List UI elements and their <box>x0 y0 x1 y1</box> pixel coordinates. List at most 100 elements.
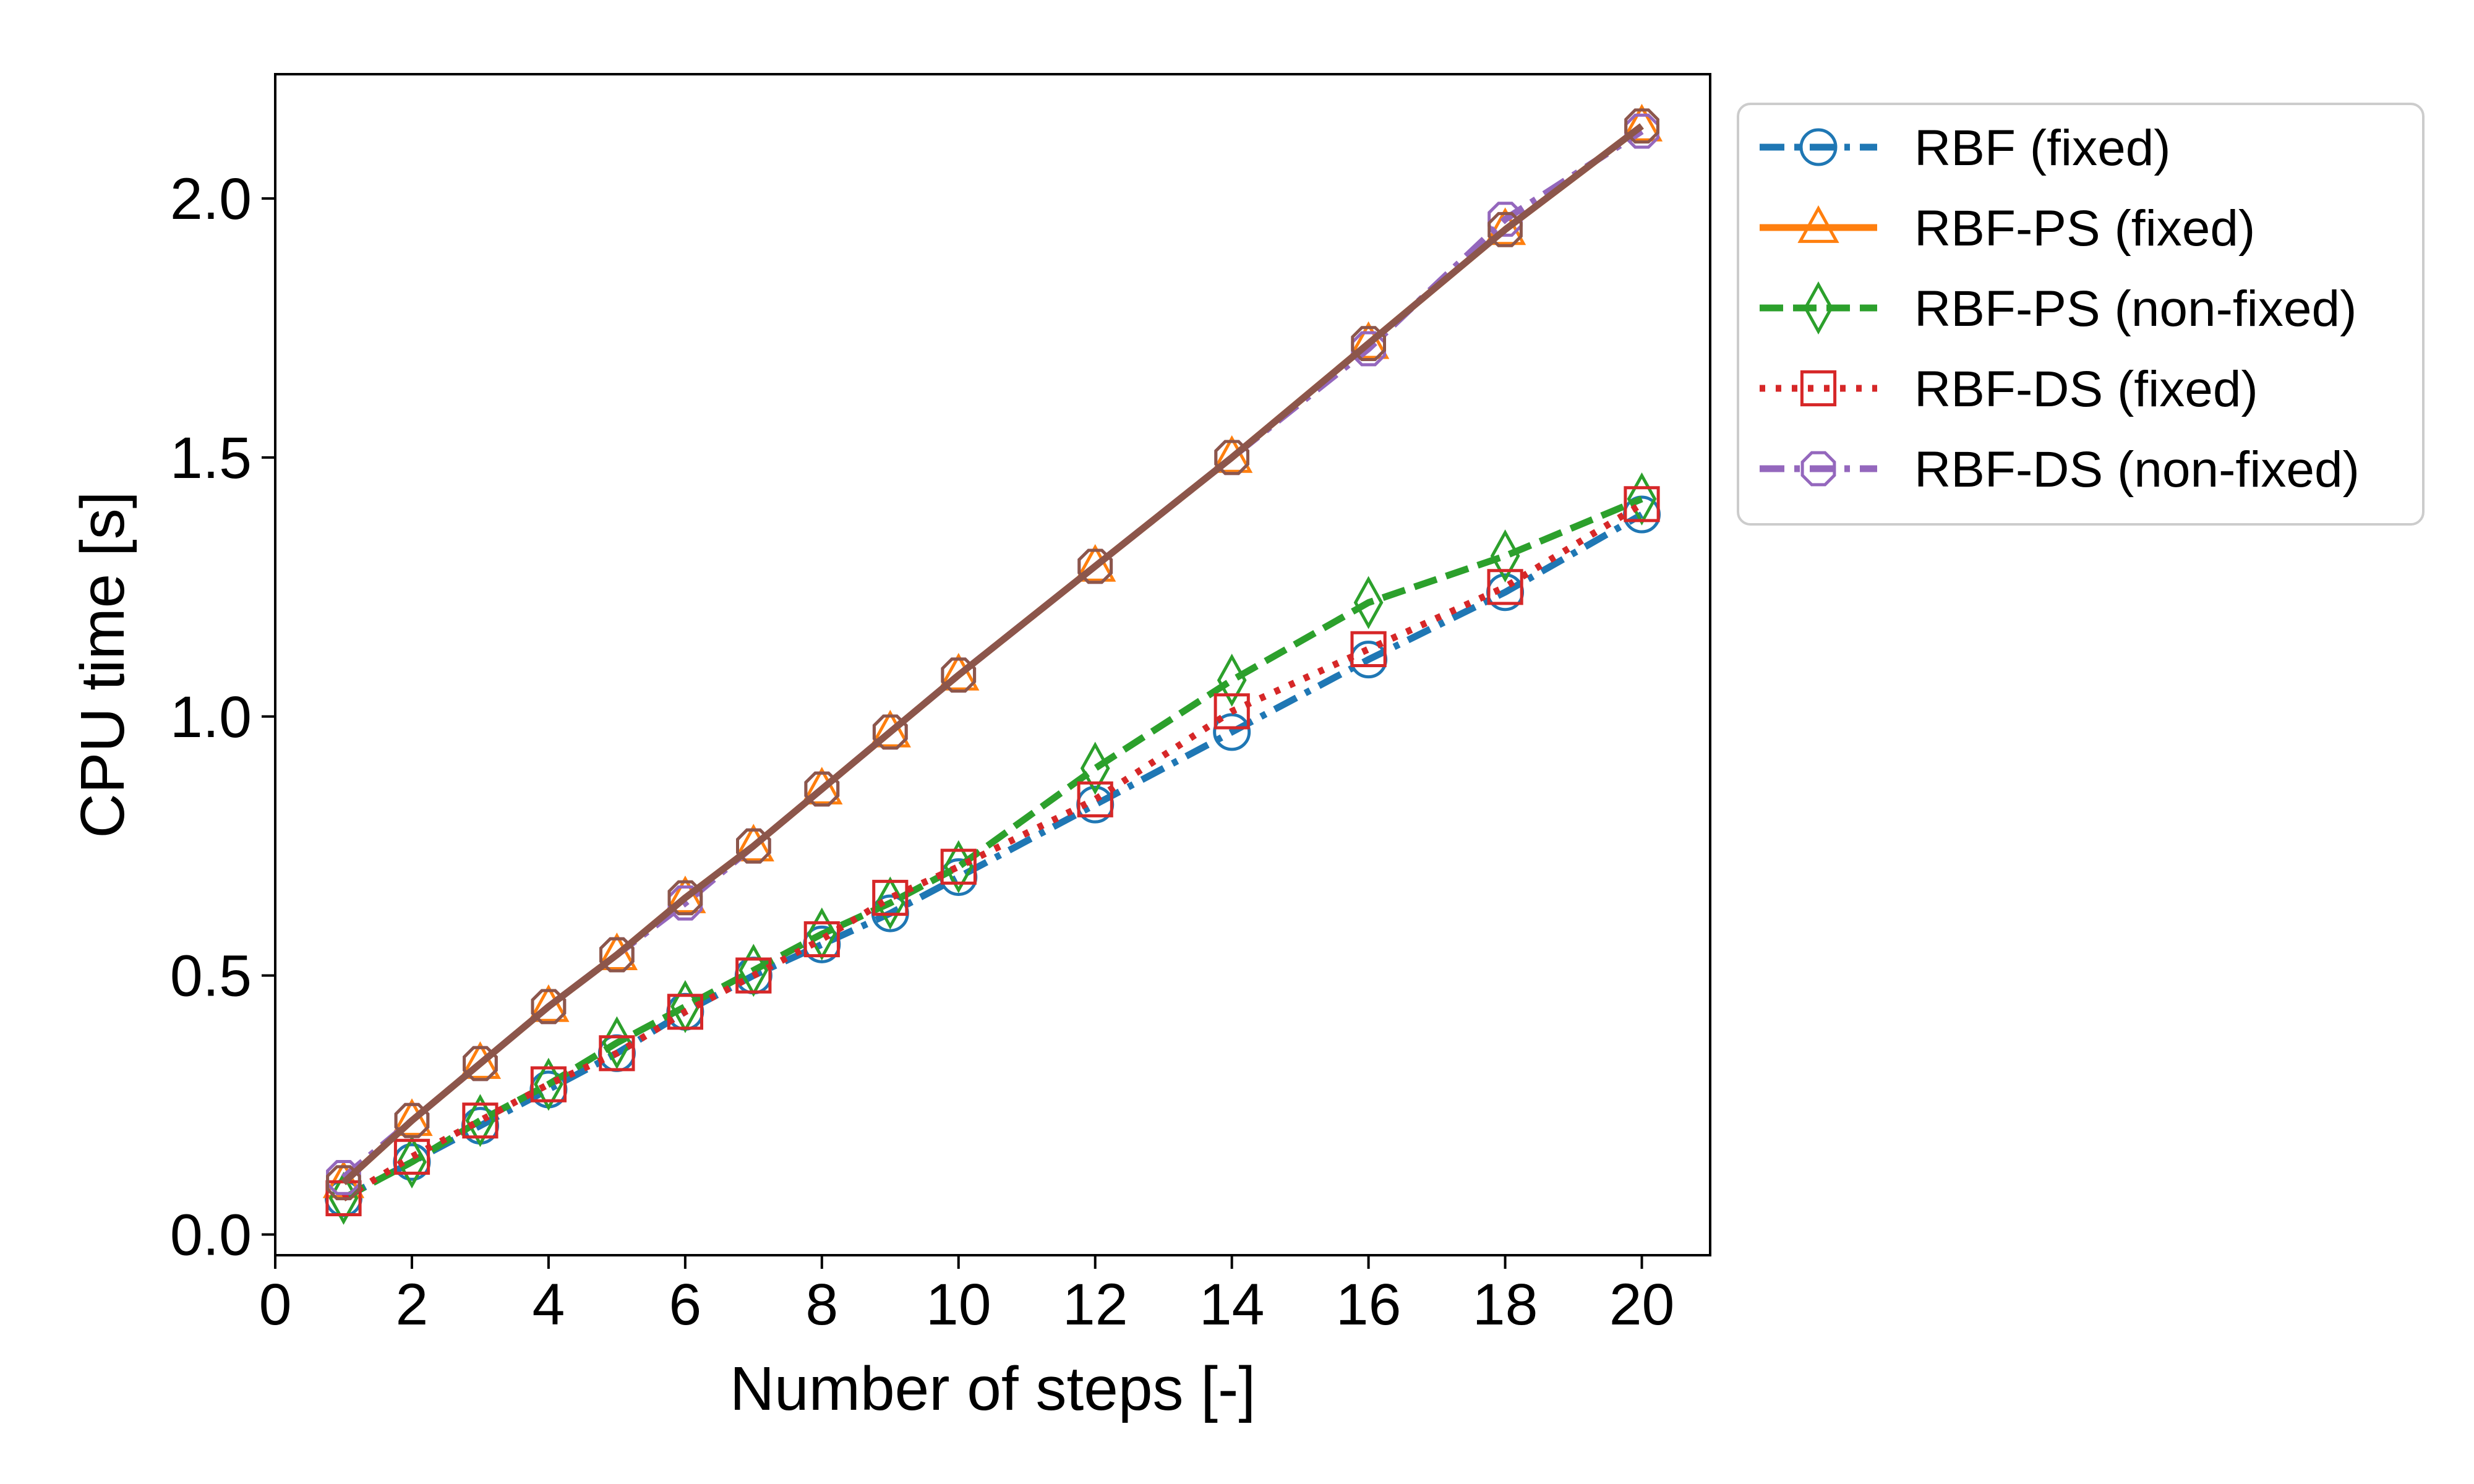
series-layer <box>322 103 1663 1225</box>
data-point <box>938 652 980 691</box>
legend-label: RBF-DS (non-fixed) <box>1914 441 2360 498</box>
y-tick-label: 0.5 <box>170 944 252 1009</box>
x-tick-label: 0 <box>259 1272 292 1337</box>
data-point <box>1077 781 1113 817</box>
data-point <box>534 1057 563 1111</box>
legend-box <box>1737 103 2425 526</box>
data-point <box>869 709 911 748</box>
data-point <box>599 937 635 973</box>
legend-label: RBF (fixed) <box>1914 120 2171 176</box>
legend-label: RBF-PS (non-fixed) <box>1914 281 2356 337</box>
data-point <box>940 848 977 885</box>
y-tick-label: 1.0 <box>170 684 252 750</box>
data-point <box>1074 544 1116 582</box>
data-point <box>667 880 703 916</box>
data-point <box>1487 211 1523 247</box>
legend-label: RBF-DS (fixed) <box>1914 361 2258 417</box>
data-point <box>531 989 567 1025</box>
data-point <box>530 1066 567 1102</box>
data-point <box>596 932 638 970</box>
data-point <box>465 1094 495 1148</box>
data-point <box>1353 576 1384 629</box>
data-point <box>394 1102 430 1138</box>
legend-swatch-marker <box>1799 128 1838 166</box>
legend-swatch-marker <box>1800 370 1837 407</box>
data-point <box>599 1035 635 1072</box>
data-point <box>1487 569 1523 605</box>
data-point <box>670 979 700 1033</box>
data-point <box>872 714 908 750</box>
data-point <box>804 771 840 807</box>
data-point <box>1624 108 1659 144</box>
data-point <box>1214 440 1249 475</box>
legend: RBF (fixed) RBF-PS (fixed) RBF-PS (non-fix… <box>1737 103 2425 526</box>
data-point <box>397 1135 427 1189</box>
data-point <box>1080 741 1110 795</box>
legend-label: RBF-PS (fixed) <box>1914 200 2255 257</box>
legend-swatch-marker <box>1800 451 1836 487</box>
x-tick-label: 4 <box>532 1272 565 1337</box>
data-point <box>1487 202 1523 237</box>
series-line <box>341 501 1644 1201</box>
data-point <box>1217 654 1247 707</box>
x-tick-label: 14 <box>1199 1272 1265 1337</box>
x-tick-label: 8 <box>805 1272 838 1337</box>
data-point <box>602 1016 632 1070</box>
y-axis: 0.0 0.5 1.0 1.5 2.0 <box>170 166 275 1268</box>
data-point <box>1624 486 1660 522</box>
x-tick-label: 6 <box>669 1272 701 1337</box>
x-axis-title: Number of steps [-] <box>730 1354 1256 1423</box>
data-point <box>941 657 977 693</box>
data-point <box>1490 529 1520 583</box>
data-point <box>393 1138 430 1175</box>
plot-frame <box>274 73 1711 1256</box>
series-line <box>341 495 1643 1201</box>
y-axis-title: CPU time [s] <box>68 491 137 838</box>
series-line <box>341 123 1644 1185</box>
x-tick-label: 20 <box>1609 1272 1675 1337</box>
data-point <box>1350 631 1387 667</box>
data-point <box>736 828 771 864</box>
data-point <box>1213 713 1251 751</box>
x-tick-label: 12 <box>1063 1272 1128 1337</box>
data-point <box>872 879 909 916</box>
data-point <box>807 907 837 961</box>
data-point <box>1347 321 1390 359</box>
x-axis: 0 2 4 6 8 10 12 14 16 18 20 <box>259 1255 1675 1337</box>
data-point <box>664 876 706 913</box>
data-point <box>1627 472 1657 526</box>
data-point <box>738 944 769 997</box>
data-point <box>462 1102 499 1139</box>
data-point <box>1213 693 1250 730</box>
data-point <box>528 984 570 1022</box>
data-point <box>459 1041 502 1079</box>
data-point <box>1351 326 1386 361</box>
data-point <box>1211 435 1253 473</box>
data-point <box>732 824 774 862</box>
data-point <box>803 921 840 958</box>
y-tick-label: 0.0 <box>170 1202 252 1268</box>
data-point <box>735 957 772 994</box>
x-tick-label: 2 <box>396 1272 429 1337</box>
legend-swatch-marker <box>1797 205 1839 243</box>
y-tick-label: 2.0 <box>170 166 252 232</box>
series-line <box>341 511 1644 1201</box>
series-3 <box>325 486 1660 1216</box>
data-point <box>463 1046 498 1081</box>
x-tick-label: 16 <box>1336 1272 1402 1337</box>
data-point <box>875 876 905 930</box>
data-point <box>1620 103 1663 142</box>
y-tick-label: 1.5 <box>170 425 252 491</box>
data-point <box>391 1098 433 1136</box>
data-point <box>1077 548 1113 584</box>
series-5 <box>326 108 1659 1201</box>
x-tick-label: 10 <box>926 1272 991 1337</box>
plot-area <box>275 74 1710 1255</box>
data-point <box>801 767 843 804</box>
x-tick-label: 18 <box>1473 1272 1538 1337</box>
legend-swatch-marker <box>1804 281 1833 335</box>
data-point <box>1484 207 1526 245</box>
data-point <box>667 994 703 1030</box>
data-point <box>326 1165 361 1201</box>
